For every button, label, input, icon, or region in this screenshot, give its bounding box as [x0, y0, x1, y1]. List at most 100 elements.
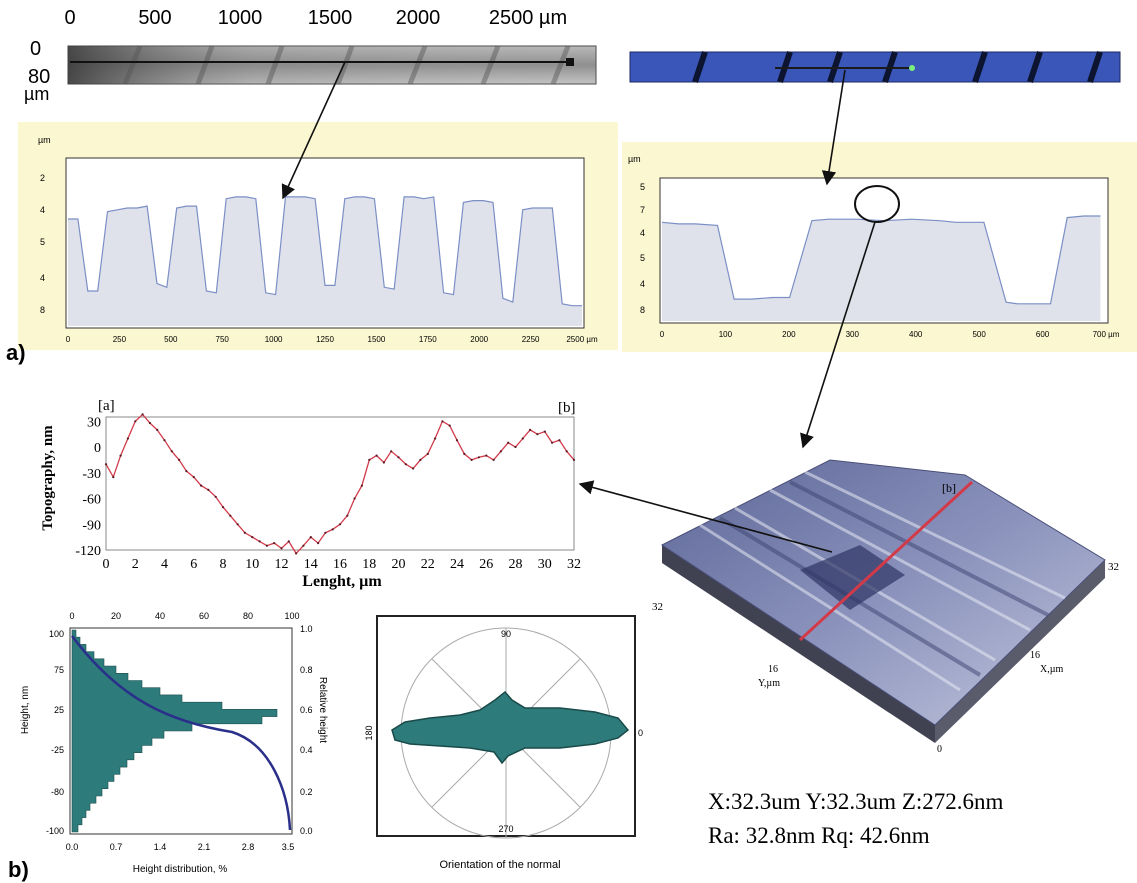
height-dist-x-label: Height distribution, % — [133, 864, 228, 875]
surface-label-y16: 16 — [768, 664, 778, 675]
polar-label-right: 0 — [638, 728, 643, 738]
profile-left-x-tick: 1750 — [419, 335, 437, 344]
height-dist-left-tick: 75 — [54, 665, 64, 675]
topography-x-tick: 26 — [479, 557, 493, 572]
profile-right-x-ticks: 0 100 200 300 400 500 600 700 µm — [660, 330, 1120, 339]
profile-left-x-tick: 250 — [113, 335, 127, 344]
topography-y-tick: 30 — [87, 415, 101, 430]
topography-point — [455, 439, 459, 442]
topography-x-ticks: 0 2 4 6 8 10 12 14 16 18 20 22 24 26 28 30 32 — [103, 557, 582, 572]
top-left-strip: 0 500 1000 1500 2000 2500 µm 0 80 µm — [24, 7, 597, 104]
topography-point — [346, 514, 349, 517]
topography-x-tick: 4 — [161, 557, 168, 572]
topography-point — [536, 433, 539, 436]
arrow-surface-to-topography — [578, 480, 833, 553]
height-dist-bottom-tick: 2.8 — [242, 842, 255, 852]
height-dist-y-label: Height, nm — [20, 686, 31, 734]
profile-left-x-tick: 500 — [164, 335, 178, 344]
topography-y-label: Topography, nm — [40, 425, 56, 531]
topography-point — [243, 531, 246, 534]
topography-point — [572, 458, 576, 461]
height-dist-top-tick: 0 — [69, 611, 74, 621]
topography-point — [397, 456, 400, 459]
profile-right-x-tick: 100 — [719, 330, 733, 339]
topography-y-tick: -120 — [75, 544, 101, 559]
height-dist-bottom-ticks: 0.0 0.7 1.4 2.1 2.8 3.5 — [66, 842, 295, 852]
profile-left-x-tick: 2250 — [522, 335, 540, 344]
topography-x-tick: 32 — [567, 557, 581, 572]
height-dist-top-tick: 20 — [111, 611, 121, 621]
topography-y-tick: -90 — [82, 518, 101, 533]
height-dist-left-tick: -25 — [51, 745, 64, 755]
height-dist-bottom-tick: 0.7 — [110, 842, 123, 852]
height-dist-bottom-tick: 0.0 — [66, 842, 79, 852]
topography-point — [485, 454, 488, 457]
topography-point — [170, 450, 173, 453]
topography-point — [338, 523, 342, 526]
height-dist-top-ticks: 0 20 40 60 80 100 — [69, 611, 299, 621]
topography-point — [529, 428, 532, 431]
topography-point — [558, 439, 561, 442]
height-dist-left-tick: 100 — [49, 629, 64, 639]
profile-left-x-tick: 1000 — [265, 335, 283, 344]
topography-x-tick: 16 — [333, 557, 347, 572]
topography-x-tick: 24 — [450, 557, 464, 572]
height-dist-right-tick: 0.2 — [300, 787, 313, 797]
topography-point — [104, 463, 108, 466]
panel-label-b: b) — [8, 857, 29, 882]
topography-point — [207, 488, 210, 491]
strip-x-tick: 1500 — [308, 7, 353, 29]
topography-point — [514, 445, 517, 449]
topography-y-tick: 0 — [94, 441, 101, 456]
topography-point — [543, 430, 546, 433]
topography-point — [317, 542, 320, 545]
height-dist-bottom-tick: 3.5 — [282, 842, 295, 852]
topography-corner-a: [a] — [98, 398, 115, 414]
topography-point — [265, 544, 268, 547]
profile-left-x-tick: 0 — [66, 335, 71, 344]
topography-point — [324, 531, 327, 534]
height-dist-top-tick: 60 — [199, 611, 209, 621]
topography-point — [156, 428, 159, 431]
topography-point — [331, 528, 334, 531]
height-dist-histogram — [71, 629, 292, 833]
topography-point — [499, 450, 502, 453]
profile-left-x-ticks: 0 250 500 750 1000 1250 1500 1750 2000 2250 2500 µ… — [66, 335, 598, 344]
topography-x-tick: 28 — [509, 557, 523, 572]
topography-point — [163, 439, 166, 442]
height-dist-bottom-tick: 1.4 — [154, 842, 167, 852]
topography-point — [492, 458, 495, 461]
topography-x-tick: 18 — [362, 557, 376, 572]
topography-point — [390, 450, 393, 453]
top-right-strip — [629, 51, 1121, 83]
height-dist-bottom-tick: 2.1 — [198, 842, 211, 852]
topography-point — [507, 441, 510, 444]
surface-label-b: [b] — [942, 481, 956, 495]
surface-label-zero: 0 — [937, 744, 942, 755]
panel-label-a: a) — [6, 340, 26, 365]
topography-point — [412, 467, 415, 470]
profile-left-x-tick: 2500 µm — [566, 335, 598, 344]
topography-point — [434, 437, 437, 440]
profile-right-fill-area — [662, 216, 1101, 321]
height-dist-left-tick: 25 — [54, 705, 64, 715]
topography-point — [258, 540, 261, 543]
profile-left-y-unit: µm — [38, 135, 51, 145]
topography-point — [236, 523, 239, 526]
topography-point — [214, 495, 217, 498]
strip-y-unit: µm — [24, 84, 49, 104]
profile-right-x-tick: 700 µm — [1093, 330, 1120, 339]
profile-right-y-unit: µm — [628, 154, 641, 164]
height-dist-right-tick: 0.4 — [300, 745, 313, 755]
profile-right-x-tick: 500 — [972, 330, 986, 339]
arrow-circle-to-surface — [800, 221, 876, 449]
profile-left-y-tick: 5 — [40, 237, 45, 247]
strip-x-tick: 1000 — [218, 7, 263, 29]
strip-x-tick: 2000 — [396, 7, 441, 29]
profile-right-y-tick: 5 — [640, 182, 645, 192]
height-dist-bars — [71, 629, 278, 833]
polar-label-left: 180 — [364, 725, 374, 740]
height-dist-right-tick: 0.0 — [300, 826, 313, 836]
topography-x-tick: 2 — [132, 557, 139, 572]
surface-label-y-unit: Y,µm — [758, 678, 780, 689]
